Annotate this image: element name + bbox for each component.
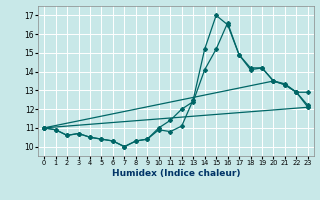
X-axis label: Humidex (Indice chaleur): Humidex (Indice chaleur) [112,169,240,178]
